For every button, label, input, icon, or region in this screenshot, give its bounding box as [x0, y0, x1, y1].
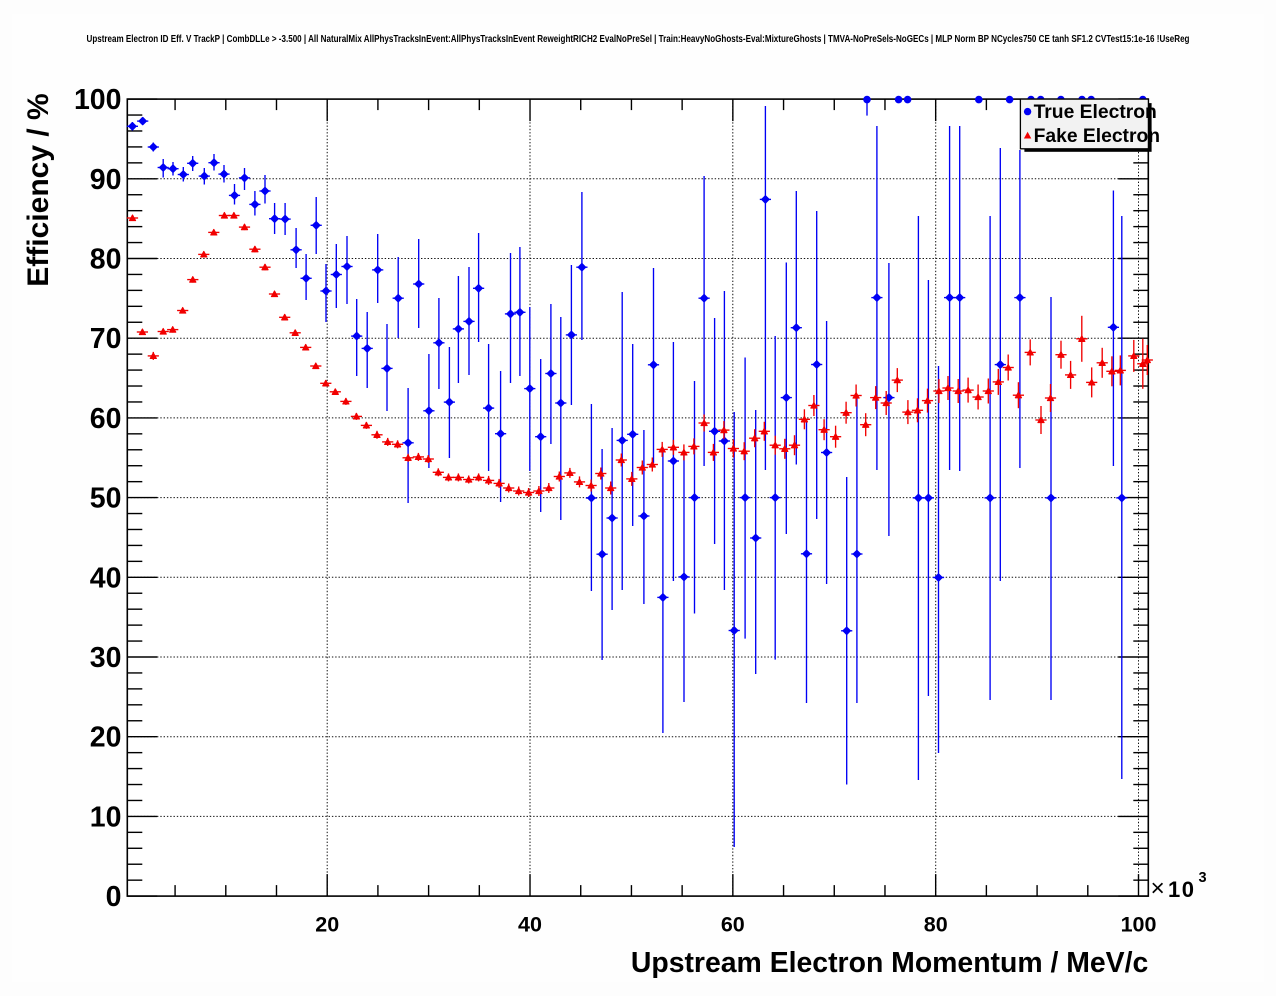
svg-text:100: 100	[1121, 913, 1157, 937]
svg-text:Upstream Electron ID Eff. V Tr: Upstream Electron ID Eff. V TrackP | Com…	[87, 34, 1190, 45]
svg-text:20: 20	[315, 913, 339, 937]
svg-text:50: 50	[90, 483, 122, 515]
svg-text:×: ×	[1151, 875, 1165, 902]
svg-text:100: 100	[74, 84, 122, 116]
svg-text:60: 60	[721, 913, 745, 937]
svg-text:80: 80	[90, 244, 122, 276]
svg-text:3: 3	[1199, 870, 1207, 886]
svg-text:40: 40	[518, 913, 542, 937]
svg-text:Fake Electron: Fake Electron	[1034, 126, 1160, 147]
svg-text:10: 10	[90, 801, 122, 833]
svg-text:90: 90	[90, 164, 122, 196]
svg-text:80: 80	[924, 913, 948, 937]
svg-text:20: 20	[90, 722, 122, 754]
svg-text:10: 10	[1168, 877, 1195, 902]
svg-text:Upstream Electron Momentum / M: Upstream Electron Momentum / MeV/c	[631, 947, 1148, 979]
svg-text:30: 30	[90, 642, 122, 674]
svg-text:0: 0	[106, 881, 122, 913]
svg-text:Efficiency / %: Efficiency / %	[22, 93, 55, 286]
svg-text:40: 40	[90, 562, 122, 594]
svg-text:True Electron: True Electron	[1034, 102, 1157, 123]
svg-text:60: 60	[90, 403, 122, 435]
svg-text:70: 70	[90, 323, 122, 355]
